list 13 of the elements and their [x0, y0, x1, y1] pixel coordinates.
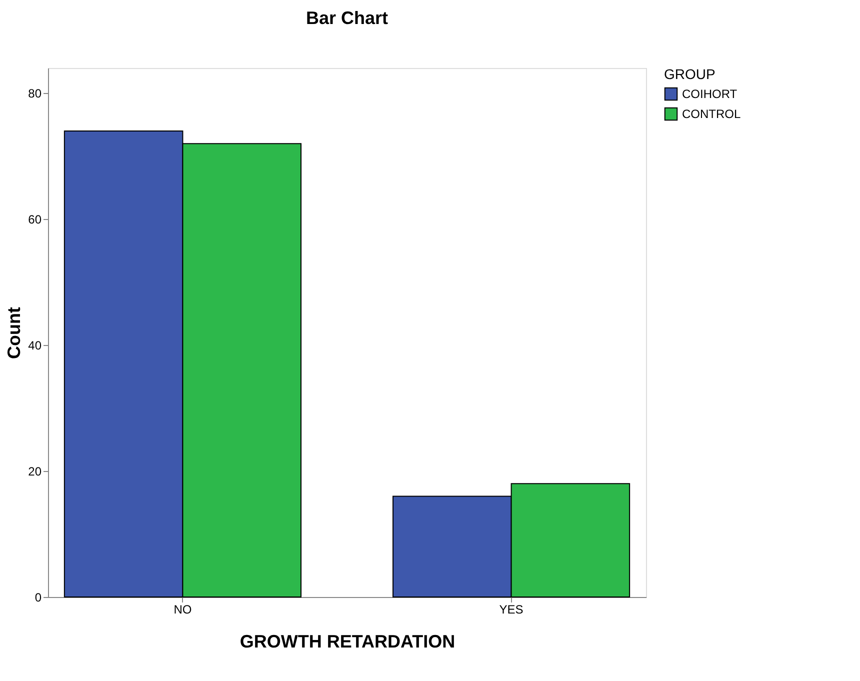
y-tick-label: 20 — [28, 464, 42, 479]
legend-title: GROUP — [664, 66, 716, 82]
y-tick-label: 0 — [34, 590, 42, 604]
x-axis-title: GROWTH RETARDATION — [240, 632, 456, 652]
legend-label: CONTROL — [682, 107, 741, 121]
y-axis-title: Count — [4, 307, 24, 359]
y-tick-label: 60 — [28, 212, 42, 227]
chart-title: Bar Chart — [306, 8, 388, 28]
y-tick-label: 80 — [28, 86, 42, 101]
legend-label: COIHORT — [682, 87, 738, 101]
x-tick-label: NO — [174, 602, 192, 616]
y-tick-label: 40 — [28, 338, 42, 353]
x-tick-label: YES — [499, 602, 524, 616]
